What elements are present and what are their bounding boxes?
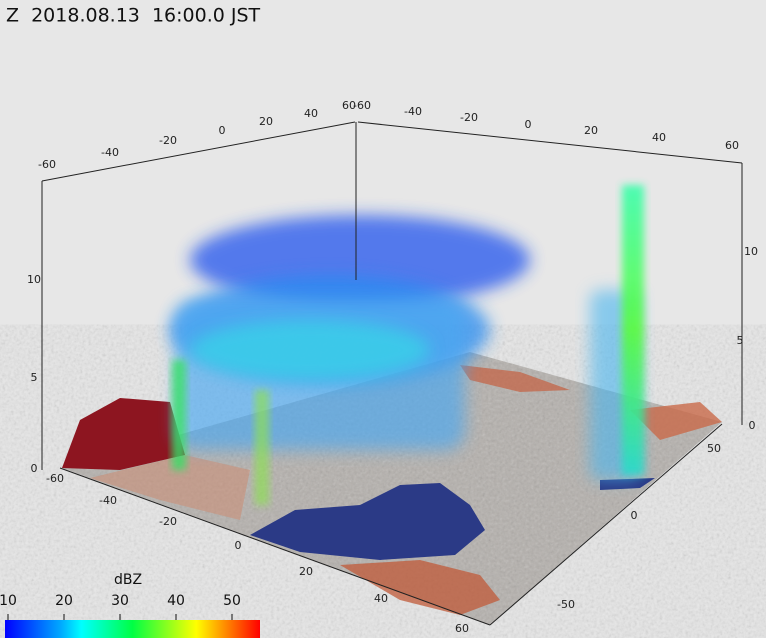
axis-tick-label: 10 xyxy=(744,245,758,258)
axis-tick-label: 0 xyxy=(631,509,638,522)
axis-tick-label: 0 xyxy=(749,419,756,432)
axis-tick-label: 40 xyxy=(304,107,318,120)
axis-tick-label: -40 xyxy=(99,494,117,507)
axis-tick-label: -60 xyxy=(353,99,371,112)
axis-tick-label: -60 xyxy=(46,472,64,485)
terrain xyxy=(62,352,722,625)
axis-tick-label: -20 xyxy=(159,515,177,528)
axis-tick-label: 0 xyxy=(219,124,226,137)
colorbar-tick-label: 50 xyxy=(223,593,241,609)
axis-tick-label: 5 xyxy=(737,334,744,347)
axis-tick-label: 60 xyxy=(725,139,739,152)
colorbar-label: dBZ xyxy=(114,572,142,588)
axis-tick-label: 20 xyxy=(584,124,598,137)
title: Z 2018.08.13 16:00.0 JST xyxy=(6,5,261,27)
axis-tick-label: -40 xyxy=(101,146,119,159)
axis-tick-label: 20 xyxy=(259,115,273,128)
axis-tick-label: -20 xyxy=(460,111,478,124)
axis-tick-label: -40 xyxy=(404,105,422,118)
axis-tick-label: 0 xyxy=(31,462,38,475)
axis-line xyxy=(489,423,723,626)
colorbar xyxy=(5,620,260,638)
colorbar-tick-label: 30 xyxy=(111,593,129,609)
colorbar-tick-label: 40 xyxy=(167,593,185,609)
axis-line xyxy=(59,467,491,626)
colorbar-tick-label: 10 xyxy=(0,593,17,609)
colorbar-tick-label: 20 xyxy=(55,593,73,609)
axis-tick-label: -60 xyxy=(38,158,56,171)
axis-tick-label: 40 xyxy=(652,131,666,144)
axis-tick-label: 0 xyxy=(235,539,242,552)
axis-tick-label: 40 xyxy=(374,592,388,605)
axis-tick-label: 10 xyxy=(27,273,41,286)
axis-tick-label: 60 xyxy=(455,622,469,635)
axis-line xyxy=(41,121,356,182)
echo-volume xyxy=(170,185,644,505)
axis-tick-label: -50 xyxy=(557,598,575,611)
axis-tick-label: -20 xyxy=(159,134,177,147)
axis-line xyxy=(357,121,743,164)
axis-tick-label: 20 xyxy=(299,565,313,578)
axis-tick-label: 60 xyxy=(342,99,356,112)
axis-tick-label: 0 xyxy=(525,118,532,131)
axis-tick-label: 5 xyxy=(31,371,38,384)
axes-box xyxy=(41,121,743,626)
axis-tick-label: 50 xyxy=(707,442,721,455)
